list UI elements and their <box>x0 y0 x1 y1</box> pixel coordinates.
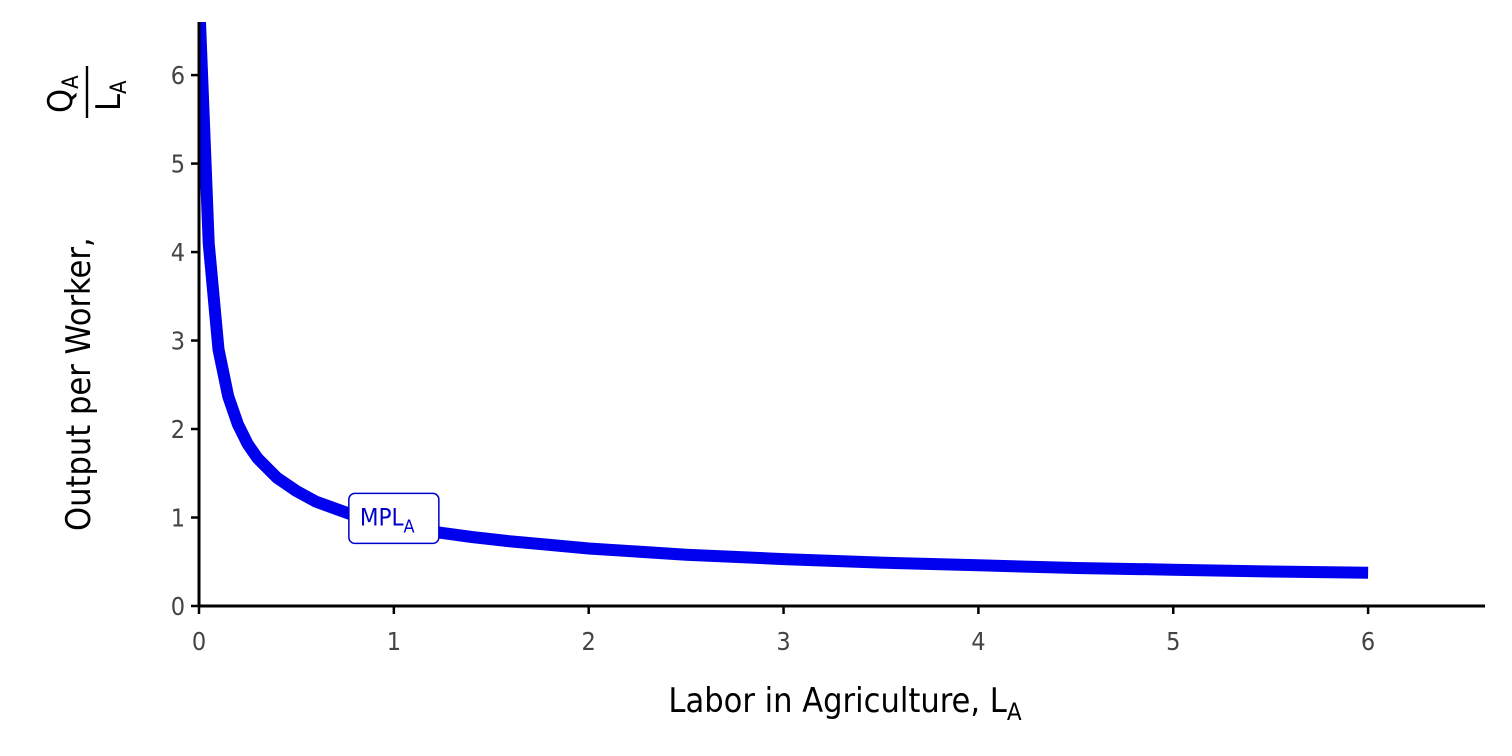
y-axis-denominator-text: L <box>89 94 129 111</box>
x-tick-label: 4 <box>971 627 985 656</box>
x-axis-title-subscript: A <box>1007 698 1022 726</box>
x-tick-label: 6 <box>1361 627 1375 656</box>
axis-layer <box>197 22 1485 608</box>
y-axis-denominator-subscript: A <box>107 80 132 94</box>
y-tick-label: 5 <box>171 150 185 179</box>
y-tick-label: 1 <box>171 504 185 533</box>
annotation-layer: MPLA <box>348 492 440 545</box>
curve-layer <box>199 22 1369 579</box>
annotation-text: MPLA <box>360 503 415 537</box>
y-axis-fraction-numerator: QA <box>41 75 84 113</box>
annotation-label-0: MPLA <box>348 492 440 545</box>
x-tick-label: 1 <box>387 627 401 656</box>
y-tick-label: 0 <box>171 592 185 621</box>
x-tick-label: 5 <box>1166 627 1180 656</box>
y-axis-fraction-denominator: LA <box>89 80 132 111</box>
y-axis-title-main: Output per Worker, <box>59 237 99 531</box>
y-tick-label: 2 <box>171 415 185 444</box>
y-tick-label: 6 <box>171 61 185 90</box>
y-tick-label: 3 <box>171 327 185 356</box>
series-line-0 <box>199 22 1369 579</box>
x-tick-label: 3 <box>776 627 790 656</box>
x-tick-label: 2 <box>582 627 596 656</box>
x-axis-title: Labor in Agriculture, LA <box>668 681 1021 726</box>
tick-layer: 0 1 2 3 4 5 6 0 1 2 3 4 5 6 <box>171 61 1376 656</box>
y-axis-title: Output per Worker, QA LA <box>41 66 132 531</box>
x-axis-title-text: Labor in Agriculture, L <box>668 681 1006 721</box>
annotation-box <box>348 492 440 545</box>
y-tick-label: 4 <box>171 238 185 267</box>
y-axis-numerator-subscript: A <box>59 75 84 89</box>
y-axis-numerator-text: Q <box>41 89 81 113</box>
x-tick-label: 0 <box>192 627 206 656</box>
